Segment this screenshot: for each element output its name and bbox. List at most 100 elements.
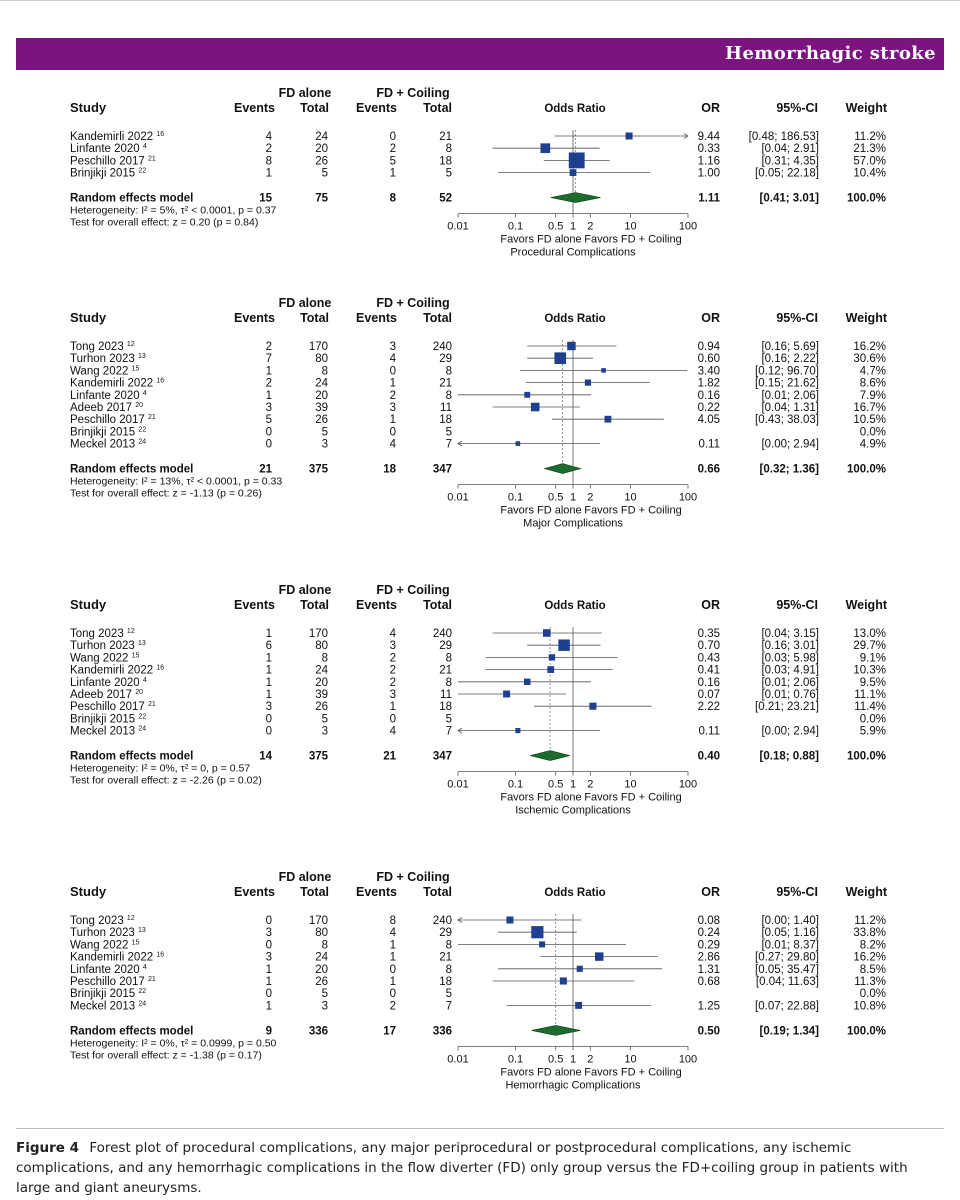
study-or: 1.00 (698, 168, 720, 180)
pooled-events-b: 18 (383, 464, 396, 476)
study-name: Kandemirli 2022 16 (70, 665, 164, 677)
study-row: Adeeb 2017 20 3 39 3 11 0.22 [0.04; 1.31] 16.7% (70, 402, 886, 414)
section-banner: Hemorrhagic stroke (16, 38, 944, 70)
events-b: 0 (390, 988, 396, 1000)
x-tick-label: 10 (624, 492, 636, 504)
header-or: OR (701, 101, 720, 115)
study-ci: [0.16; 5.69] (761, 341, 819, 353)
study-name: Meckel 2013 24 (70, 726, 146, 738)
study-or: 0.22 (698, 402, 720, 414)
study-row: Meckel 2013 24 0 3 4 7 0.11 [0.00; 2.94] 4.9% (70, 439, 886, 451)
study-row: Kandemirli 2022 16 3 24 1 21 2.86 [0.27; 29.80… (70, 952, 886, 964)
total-b: 8 (446, 143, 452, 155)
total-a: 3 (322, 726, 328, 738)
study-row: Brinjikji 2015 22 0 5 0 5 0.0% (70, 713, 886, 725)
events-b: 2 (390, 1000, 396, 1012)
study-weight: 21.3% (853, 143, 886, 155)
study-or: 0.11 (698, 726, 720, 738)
overall-effect-text: Test for overall effect: z = -1.13 (p = … (70, 488, 262, 500)
panel-title: Procedural Complications (510, 247, 636, 259)
events-b: 3 (390, 402, 396, 414)
study-name: Wang 2022 15 (70, 365, 139, 377)
study-ref: 15 (132, 365, 140, 372)
study-name: Peschillo 2017 21 (70, 976, 156, 988)
header-total-b: Total (423, 101, 452, 115)
study-weight: 4.9% (860, 439, 886, 451)
events-a: 1 (266, 168, 272, 180)
events-b: 4 (390, 439, 397, 451)
forest-panel-2: FD alone FD + Coiling Study Events Total Even… (70, 296, 888, 530)
study-ci: [0.01; 8.37] (761, 939, 819, 951)
study-ref: 21 (148, 414, 156, 421)
events-b: 0 (390, 964, 396, 976)
pooled-diamond (530, 750, 570, 761)
study-name: Turhon 2023 13 (70, 640, 146, 652)
study-ci: [0.05; 22.18] (755, 168, 819, 180)
study-weight: 29.7% (853, 640, 886, 652)
header-events-b: Events (356, 101, 397, 115)
study-weight: 7.9% (860, 390, 886, 402)
total-b: 21 (439, 665, 452, 677)
study-ci: [0.04; 11.63] (756, 976, 819, 988)
pooled-ci: [0.18; 0.88] (760, 751, 820, 763)
forest-panel-3: FD alone FD + Coiling Study Events Total Even… (70, 583, 888, 817)
events-a: 2 (266, 341, 272, 353)
study-or: 2.86 (698, 952, 720, 964)
study-row: Adeeb 2017 20 1 39 3 11 0.07 [0.01; 0.76] 11.1% (70, 689, 886, 701)
header-total-a: Total (300, 885, 329, 899)
total-b: 5 (446, 713, 452, 725)
events-a: 0 (266, 713, 272, 725)
study-row: Brinjikji 2015 22 1 5 1 5 1.00 [0.05; 22.18] 10… (70, 168, 886, 180)
header-or: OR (701, 598, 720, 612)
events-a: 1 (266, 964, 272, 976)
study-ref: 13 (138, 927, 146, 934)
study-weight: 0.0% (860, 713, 886, 725)
pooled-ci: [0.32; 1.36] (760, 464, 820, 476)
x-tick-label: 10 (624, 221, 636, 233)
study-name: Linfante 2020 4 (70, 143, 147, 155)
overall-effect-text: Test for overall effect: z = -2.26 (p = … (70, 775, 262, 787)
heterogeneity-text: Heterogeneity: I² = 13%, τ² < 0.0001, p … (70, 476, 282, 488)
events-a: 3 (266, 952, 272, 964)
events-b: 4 (390, 353, 397, 365)
x-tick-label: 2 (587, 492, 593, 504)
study-weight: 9.1% (860, 652, 886, 664)
total-b: 240 (433, 341, 452, 353)
pooled-events-a: 14 (259, 751, 272, 763)
header-group-b: FD + Coiling (376, 296, 449, 310)
events-a: 2 (266, 143, 272, 155)
study-name: Tong 2023 12 (70, 341, 135, 353)
x-axis: 0.01 0.1 0.5 1 2 10 100 (447, 484, 697, 504)
study-ci: [0.05; 1.16] (761, 927, 819, 939)
study-row: Wang 2022 15 1 8 0 8 3.40 [0.12; 96.70] 4.7% (70, 365, 886, 377)
panel-title: Major Complications (523, 518, 623, 530)
total-b: 8 (446, 939, 452, 951)
total-b: 8 (446, 390, 452, 402)
pooled-total-a: 375 (309, 464, 329, 476)
study-ref: 16 (156, 378, 164, 385)
study-square (530, 402, 540, 412)
study-square (575, 1001, 583, 1009)
total-a: 5 (322, 713, 328, 725)
events-b: 1 (390, 168, 396, 180)
study-name: Tong 2023 12 (70, 628, 135, 640)
study-square (569, 169, 577, 176)
study-or: 0.43 (698, 652, 720, 664)
caption-label: Figure 4 (16, 1140, 80, 1156)
study-square (601, 368, 606, 373)
header-odds-ratio: Odds Ratio (544, 313, 605, 325)
study-ci: [0.27; 29.80] (755, 952, 819, 964)
events-b: 4 (390, 726, 397, 738)
panel-title: Hemorrhagic Complications (505, 1079, 641, 1091)
study-square (595, 952, 604, 961)
study-row: Wang 2022 15 1 8 2 8 0.43 [0.03; 5.98] 9.1% (70, 652, 886, 664)
forest-panel-4: FD alone FD + Coiling Study Events Total Even… (70, 870, 888, 1091)
total-b: 11 (440, 402, 452, 414)
header-study: Study (70, 884, 107, 899)
study-square (515, 441, 521, 446)
total-a: 26 (315, 976, 328, 988)
study-weight: 8.5% (860, 964, 886, 976)
study-ref: 4 (143, 677, 147, 684)
overall-effect-text: Test for overall effect: z = -1.38 (p = … (70, 1049, 262, 1061)
x-tick-label: 0.01 (447, 1053, 468, 1065)
